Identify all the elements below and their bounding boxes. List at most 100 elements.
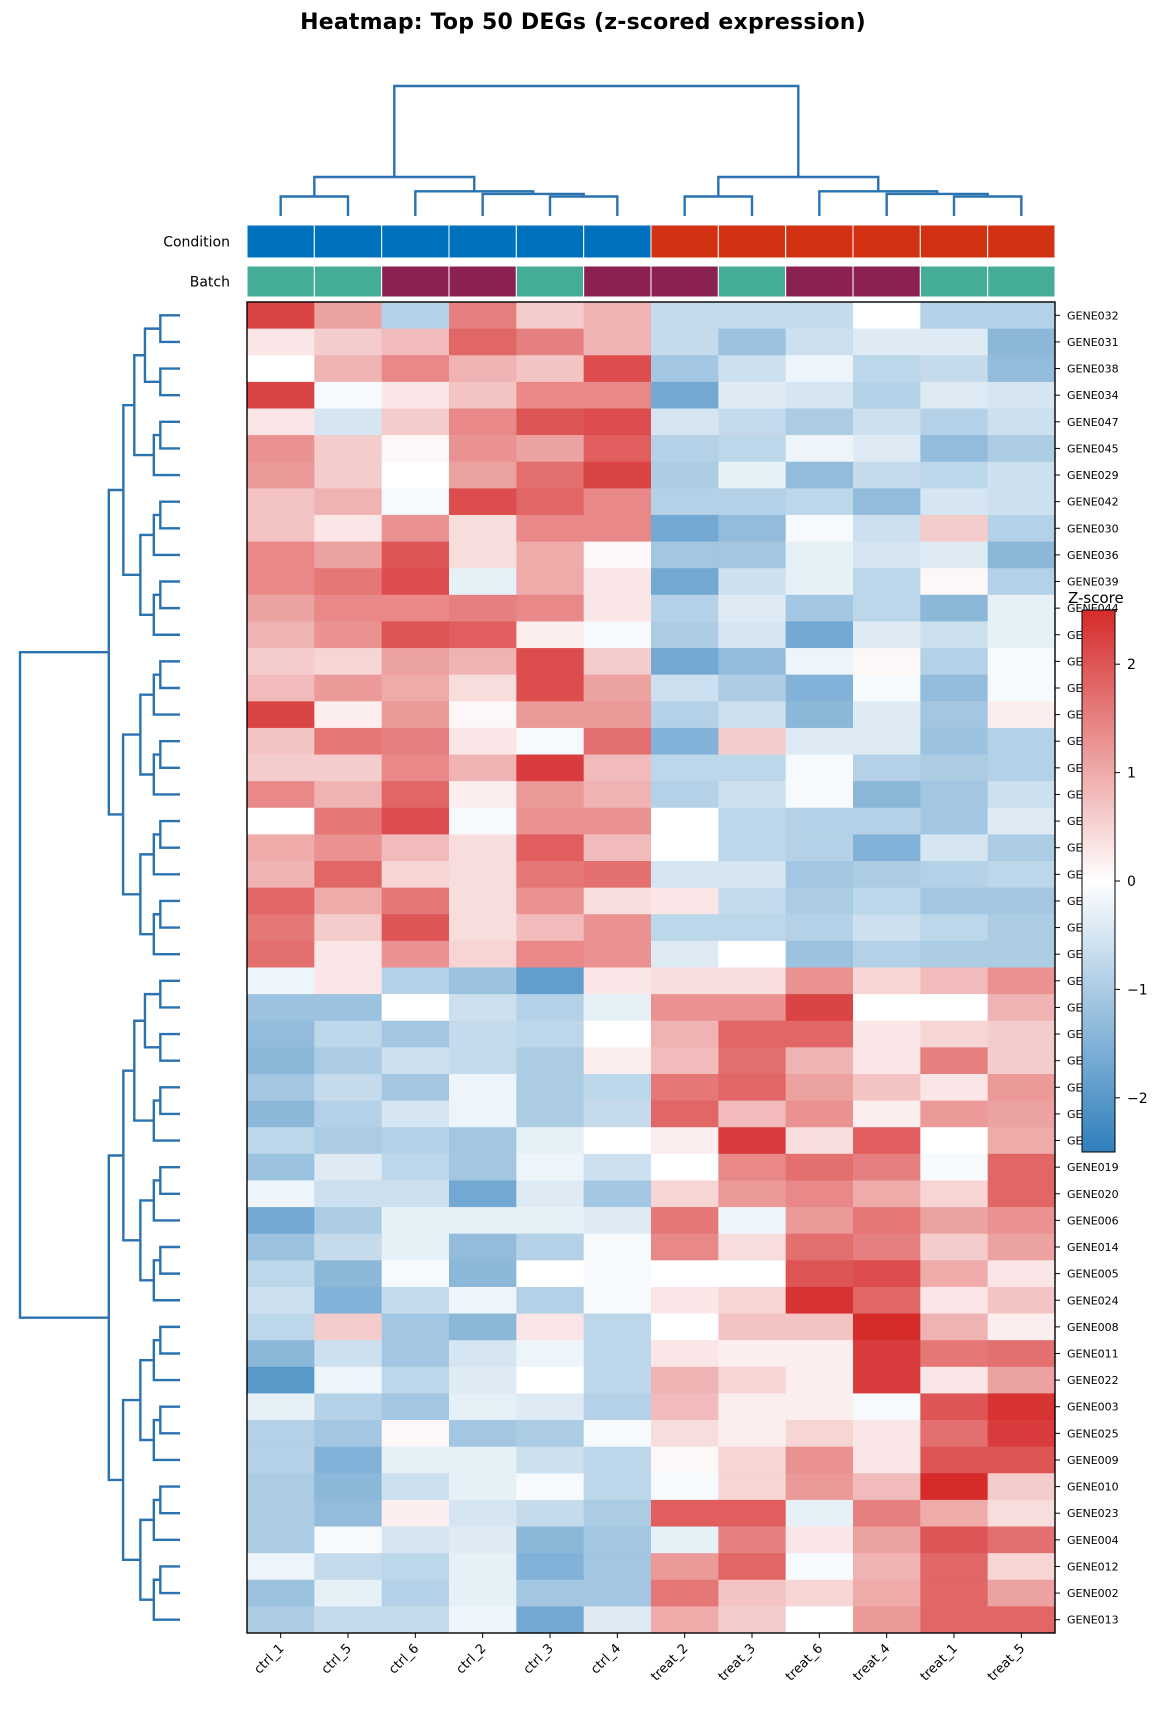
heatmap-cell — [314, 1073, 383, 1101]
heatmap-cell — [449, 1526, 517, 1554]
heatmap-cell — [785, 594, 854, 622]
heatmap-cell — [381, 594, 450, 622]
heatmap-cell — [718, 1553, 787, 1581]
heatmap-cell — [785, 674, 854, 702]
heatmap-cell — [920, 940, 989, 968]
heatmap-cell — [853, 1446, 921, 1474]
row-dendrogram-link — [143, 992, 161, 1049]
row-label: GENE014 — [1067, 1241, 1119, 1254]
heatmap-cell — [651, 541, 719, 569]
heatmap-cell — [651, 807, 719, 835]
heatmap-cell — [314, 1286, 383, 1314]
heatmap-cell — [449, 1260, 517, 1288]
heatmap-cell — [381, 967, 450, 995]
heatmap-cell — [583, 807, 652, 835]
heatmap-cell — [718, 674, 787, 702]
heatmap-cell — [583, 1340, 652, 1368]
heatmap-cell — [920, 1579, 989, 1607]
heatmap-cell — [314, 914, 383, 942]
heatmap-cell — [853, 488, 921, 516]
heatmap-cell — [853, 1526, 921, 1554]
heatmap-cell — [920, 408, 989, 436]
heatmap-cell — [718, 1020, 787, 1048]
heatmap-cell — [853, 1286, 921, 1314]
row-dendrogram-link — [159, 1245, 180, 1275]
row-dendrogram-link — [159, 1032, 180, 1062]
heatmap-cell — [987, 488, 1056, 516]
heatmap-cell — [718, 594, 787, 622]
heatmap-cell — [651, 302, 719, 330]
heatmap-cell — [247, 1340, 315, 1368]
heatmap-cell — [314, 1606, 383, 1634]
heatmap-cell — [449, 1446, 517, 1474]
row-dendrogram-link — [159, 660, 180, 690]
row-dendrogram-link — [152, 753, 180, 796]
heatmap-cell — [987, 1526, 1056, 1554]
annotation-cell-batch — [852, 265, 921, 298]
heatmap-cell — [449, 1233, 517, 1261]
heatmap-cell — [314, 1446, 383, 1474]
heatmap-cell — [516, 1446, 585, 1474]
annotation-cell-condition — [583, 224, 652, 259]
heatmap-cell — [247, 355, 315, 383]
heatmap-cell — [718, 914, 787, 942]
row-dendrogram-link — [122, 403, 141, 577]
heatmap-cell — [314, 1127, 383, 1155]
heatmap-cell — [853, 1207, 921, 1235]
row-label: GENE012 — [1067, 1560, 1119, 1573]
row-dendrogram-link — [159, 899, 180, 929]
heatmap-cell — [381, 674, 450, 702]
heatmap-cell — [920, 1553, 989, 1581]
heatmap-cell — [987, 1553, 1056, 1581]
row-dendrogram-link — [152, 1578, 180, 1621]
heatmap-cell — [314, 488, 383, 516]
heatmap-cell — [449, 1366, 517, 1394]
heatmap-cell — [381, 701, 450, 729]
heatmap-cell — [718, 1313, 787, 1341]
heatmap-cell — [583, 1100, 652, 1128]
heatmap-cell — [516, 328, 585, 356]
heatmap-cell — [314, 940, 383, 968]
heatmap-cell — [314, 807, 383, 835]
heatmap-cell — [247, 861, 315, 889]
heatmap-cell — [785, 435, 854, 463]
heatmap-cell — [718, 1047, 787, 1075]
heatmap-cell — [516, 1047, 585, 1075]
heatmap-cell — [853, 1366, 921, 1394]
heatmap-cell — [449, 1313, 517, 1341]
heatmap-cell — [785, 1233, 854, 1261]
heatmap-cell — [920, 754, 989, 782]
heatmap-cell — [920, 1047, 989, 1075]
heatmap-cell — [314, 1260, 383, 1288]
heatmap-cell — [651, 381, 719, 409]
heatmap-cell — [785, 1393, 854, 1421]
heatmap-cell — [314, 887, 383, 915]
heatmap-cell — [718, 754, 787, 782]
colorbar-gradient — [1081, 609, 1116, 1153]
row-dendrogram-link — [152, 1179, 180, 1222]
heatmap-cell — [987, 1340, 1056, 1368]
heatmap-cell — [314, 1207, 383, 1235]
heatmap-cell — [449, 488, 517, 516]
heatmap-cell — [718, 1233, 787, 1261]
heatmap-cell — [381, 1340, 450, 1368]
heatmap-cell — [651, 1127, 719, 1155]
heatmap-cell — [449, 701, 517, 729]
row-dendrogram-link — [159, 580, 180, 610]
heatmap-cell — [449, 408, 517, 436]
heatmap-cell — [516, 1127, 585, 1155]
heatmap-cell — [853, 727, 921, 755]
row-label: GENE011 — [1067, 1347, 1119, 1360]
heatmap-cell — [449, 1393, 517, 1421]
heatmap-cell — [987, 328, 1056, 356]
heatmap-cell — [853, 621, 921, 649]
heatmap-cell — [516, 861, 585, 889]
heatmap-cell — [920, 1313, 989, 1341]
heatmap-cell — [583, 1499, 652, 1527]
heatmap-cell — [920, 1473, 989, 1501]
heatmap-cell — [583, 1526, 652, 1554]
heatmap-cell — [651, 435, 719, 463]
heatmap-cell — [381, 807, 450, 835]
heatmap-cell — [718, 514, 787, 542]
